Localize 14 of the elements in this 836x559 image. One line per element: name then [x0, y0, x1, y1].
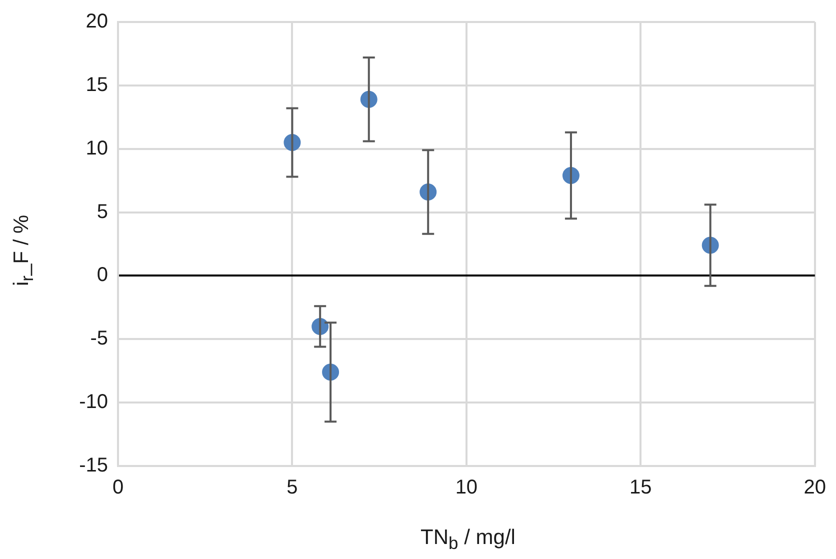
x-tick-label: 20 — [804, 476, 826, 499]
y-tick-label: 15 — [86, 74, 108, 96]
y-tick-label: -5 — [90, 328, 108, 350]
x-tick-label: 0 — [112, 476, 124, 499]
y-tick-label: 0 — [96, 264, 108, 286]
y-tick-label: 20 — [86, 10, 108, 33]
y-tick-label: 10 — [86, 137, 108, 160]
x-axis-title: TN$_{b}$ / mg/l — [420, 526, 516, 554]
x-tick-label: 5 — [286, 476, 298, 499]
x-tick-label: 15 — [630, 476, 652, 499]
y-tick-label: 5 — [96, 200, 108, 223]
y-tick-label: -10 — [79, 391, 108, 414]
y-tick-label: -15 — [79, 454, 108, 477]
x-tick-label: 10 — [455, 476, 478, 499]
